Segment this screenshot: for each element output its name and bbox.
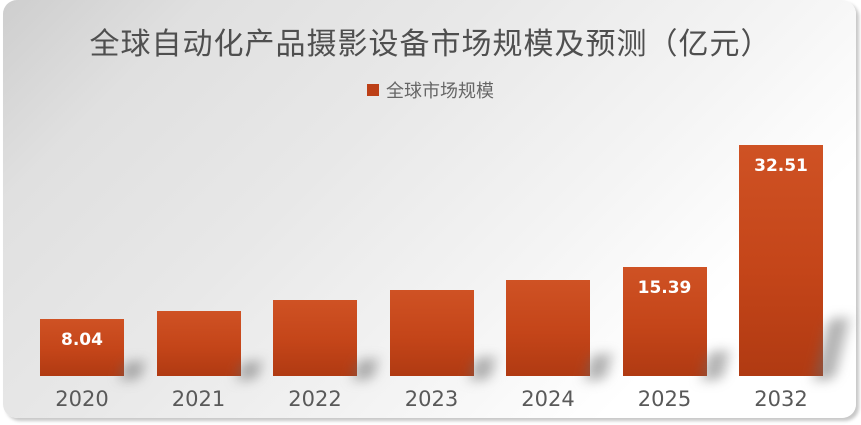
bar-2020[interactable]: 8.04 <box>40 319 124 376</box>
bar-group-2032: 32.51 2032 <box>739 145 823 411</box>
x-axis-label-2024: 2024 <box>521 387 575 411</box>
bar-2021[interactable] <box>156 311 241 376</box>
bar-group-2020: 8.04 2020 <box>40 319 124 411</box>
chart-title: 全球自动化产品摄影设备市场规模及预测（亿元） <box>89 27 772 62</box>
x-axis-label-2025: 2025 <box>637 387 692 411</box>
x-axis-label-2020: 2020 <box>55 387 109 411</box>
bar-group-2024: 2024 <box>506 280 590 411</box>
x-axis-label-2032: 2032 <box>754 387 808 411</box>
x-axis-label-2023: 2023 <box>404 387 459 411</box>
legend-label: 全球市场规模 <box>386 81 494 102</box>
bar-group-2023: 2023 <box>389 290 474 411</box>
bar-2022[interactable] <box>273 300 357 376</box>
x-axis-label-2021: 2021 <box>171 387 226 411</box>
bar-value-label-2025: 15.39 <box>637 278 692 298</box>
x-axis-label-2022: 2022 <box>288 387 342 411</box>
bar-2025[interactable]: 15.39 <box>622 267 707 376</box>
bar-value-label-2032: 32.51 <box>754 156 808 176</box>
bar-2024[interactable] <box>506 280 590 376</box>
bar-group-2025: 15.39 2025 <box>622 267 707 411</box>
bar-group-2022: 2022 <box>273 300 357 411</box>
bar-group-2021: 2021 <box>156 311 241 411</box>
legend[interactable]: 全球市场规模 <box>0 77 861 103</box>
legend-marker-icon <box>367 84 379 96</box>
plot-area: 8.04 2020 2021 2022 2023 2024 15.39 2025 32.51 20… <box>40 145 823 411</box>
bar-2032[interactable]: 32.51 <box>739 145 823 376</box>
bar-2023[interactable] <box>389 290 474 376</box>
bar-value-label-2020: 8.04 <box>61 330 103 350</box>
